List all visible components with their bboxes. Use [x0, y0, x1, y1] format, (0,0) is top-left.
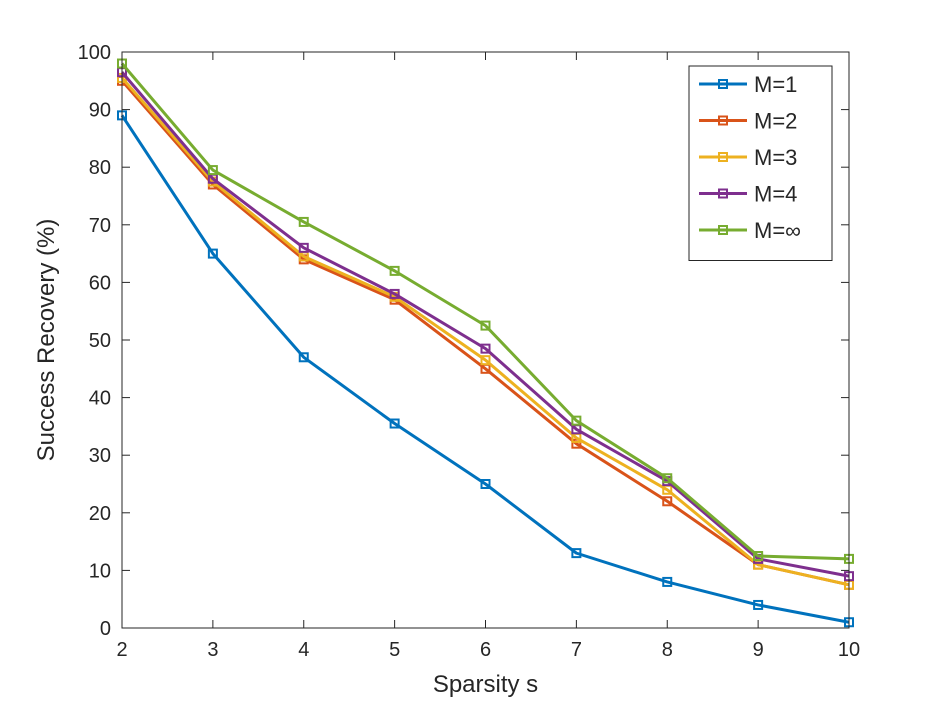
- y-tick-label: 0: [100, 618, 111, 640]
- legend-marker: [718, 115, 728, 126]
- legend-label: M=1: [754, 72, 797, 97]
- x-tick-label: 6: [480, 639, 491, 661]
- y-tick-label: 90: [89, 100, 111, 122]
- y-tick-label: 30: [89, 445, 111, 467]
- data-point: [298, 216, 309, 227]
- y-tick-label: 60: [89, 272, 111, 294]
- x-tick-label: 9: [753, 639, 764, 661]
- legend-item: M=∞: [699, 218, 801, 243]
- legend-box: [688, 65, 833, 261]
- y-tick-label: 100: [78, 42, 111, 64]
- x-tick-label: 10: [838, 639, 860, 661]
- data-point: [298, 242, 309, 253]
- series-line: [120, 62, 850, 561]
- legend-item: M=2: [699, 109, 797, 134]
- x-tick-label: 4: [298, 639, 309, 661]
- legend-marker: [718, 79, 728, 89]
- data-point: [753, 551, 764, 561]
- data-point: [571, 438, 582, 449]
- x-tick-label: 7: [571, 639, 582, 661]
- y-tick-label: 20: [89, 503, 111, 525]
- x-tick-label: 3: [207, 639, 218, 661]
- legend-marker: [718, 188, 728, 199]
- data-point: [571, 415, 582, 426]
- data-point: [480, 343, 491, 354]
- legend-marker: [718, 152, 728, 162]
- x-tick-label: 8: [662, 639, 673, 661]
- plot-frame: [121, 51, 850, 629]
- data-point: [389, 418, 400, 429]
- series-line: [120, 79, 850, 587]
- y-tick-label: 10: [89, 560, 111, 582]
- legend-label: M=4: [754, 182, 797, 207]
- data-point: [662, 473, 673, 484]
- legend-label: M=∞: [754, 218, 801, 243]
- legend-item: M=4: [699, 182, 797, 207]
- data-point: [389, 265, 400, 276]
- y-axis-ticks: 0 10 20 30 40 50 60 70 80 90 100: [78, 42, 849, 640]
- data-point: [480, 479, 491, 489]
- y-tick-label: 70: [89, 215, 111, 237]
- y-tick-label: 50: [89, 330, 111, 352]
- x-tick-label: 2: [116, 639, 127, 661]
- legend-item: M=3: [699, 145, 797, 170]
- legend-label: M=2: [754, 109, 797, 134]
- y-axis-title: Success Recovery (%): [33, 219, 60, 462]
- series-line: [120, 76, 850, 587]
- y-tick-label: 80: [89, 157, 111, 179]
- x-tick-label: 5: [389, 639, 400, 661]
- y-tick-label: 40: [89, 388, 111, 410]
- legend-label: M=3: [754, 145, 797, 170]
- legend: M=1 M=2 M=3 M=4 M=∞: [688, 65, 833, 261]
- series-line: [120, 114, 850, 624]
- data-point: [480, 320, 491, 331]
- x-axis-title: Sparsity s: [433, 671, 538, 698]
- series-line: [120, 71, 850, 578]
- legend-marker: [718, 225, 728, 235]
- data-point: [298, 352, 309, 363]
- data-point: [207, 165, 218, 176]
- data-point: [389, 288, 400, 299]
- data-point: [207, 248, 218, 259]
- data-point: [753, 599, 764, 610]
- data-point: [571, 548, 582, 559]
- series-layer: [117, 58, 854, 628]
- legend-item: M=1: [699, 72, 797, 97]
- data-point: [662, 496, 673, 507]
- data-point: [662, 576, 673, 587]
- data-point: [480, 355, 491, 366]
